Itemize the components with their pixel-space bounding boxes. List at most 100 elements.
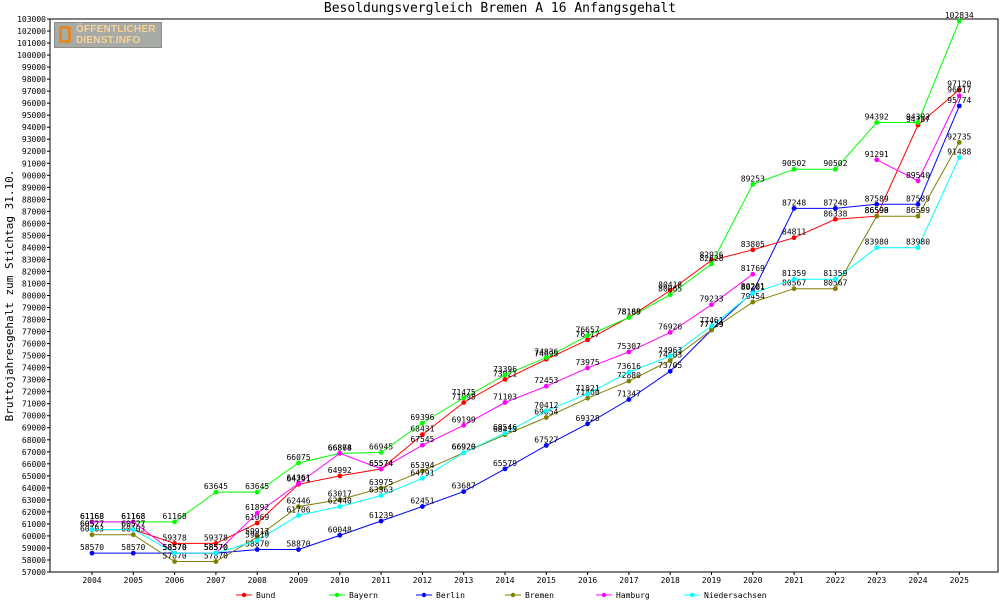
x-tick-label: 2025 [950, 576, 969, 585]
data-label: 67545 [410, 435, 434, 444]
data-label: 60527 [80, 520, 104, 529]
data-label: 58570 [163, 543, 187, 552]
data-label: 58570 [204, 543, 228, 552]
y-tick-label: 101000 [17, 39, 46, 48]
data-label: 66075 [286, 453, 310, 462]
data-point [130, 550, 136, 556]
data-label: 66945 [369, 442, 393, 451]
y-tick-label: 96000 [22, 99, 46, 108]
y-tick-label: 76000 [22, 340, 46, 349]
y-tick-label: 77000 [22, 328, 46, 337]
y-tick-label: 99000 [22, 63, 46, 72]
data-point [833, 166, 838, 172]
data-point [296, 547, 301, 552]
data-point [750, 181, 756, 187]
data-point [543, 415, 549, 420]
data-label: 58570 [163, 543, 187, 552]
legend-label: Niedersachsen [704, 591, 767, 600]
data-point [172, 519, 178, 525]
y-tick-label: 103000 [17, 15, 46, 24]
data-point [254, 534, 260, 540]
data-label: 58570 [80, 543, 104, 552]
data-point [874, 157, 880, 163]
data-point [585, 395, 590, 401]
data-point [667, 357, 673, 363]
x-tick-label: 2007 [206, 576, 225, 585]
x-tick-label: 2012 [413, 576, 432, 585]
data-label: 91291 [865, 150, 889, 159]
logo-emblem-icon [59, 26, 71, 43]
data-point [956, 93, 962, 99]
data-label: 61239 [369, 511, 393, 520]
data-label: 63687 [452, 482, 476, 491]
data-label: 95774 [947, 96, 971, 105]
data-point [874, 213, 880, 219]
y-tick-label: 65000 [22, 472, 46, 481]
data-point [709, 327, 714, 333]
x-tick-label: 2013 [454, 576, 473, 585]
data-label: 63975 [369, 478, 393, 487]
data-point [296, 504, 301, 509]
x-tick-label: 2016 [578, 576, 597, 585]
data-label: 75307 [617, 342, 641, 351]
data-label: 71103 [493, 392, 517, 401]
data-point [172, 559, 178, 564]
data-label: 89253 [741, 174, 765, 183]
x-tick-label: 2020 [743, 576, 762, 585]
data-point [378, 518, 384, 524]
data-label: 79233 [699, 295, 723, 304]
data-label: 86338 [823, 209, 847, 218]
y-tick-label: 90000 [22, 171, 46, 180]
data-point [420, 442, 425, 448]
y-tick-label: 89000 [22, 183, 46, 192]
y-tick-label: 67000 [22, 448, 46, 457]
series-line-berlin [92, 105, 960, 554]
legend-label: Bremen [525, 591, 554, 600]
series-line-bremen [92, 142, 960, 562]
data-label: 58570 [204, 543, 228, 552]
data-point [626, 397, 632, 402]
data-label: 87248 [782, 198, 806, 207]
data-point [502, 376, 508, 382]
data-point [915, 178, 921, 184]
data-point [543, 383, 549, 389]
data-label: 68415 [493, 425, 517, 434]
data-point [585, 337, 590, 343]
data-label: 74836 [534, 348, 558, 357]
data-label: 81359 [823, 269, 847, 278]
y-tick-label: 69000 [22, 424, 46, 433]
data-point [874, 120, 880, 125]
y-tick-label: 62000 [22, 508, 46, 517]
data-label: 65579 [493, 459, 517, 468]
data-label: 65574 [369, 459, 393, 468]
x-tick-label: 2004 [82, 576, 101, 585]
data-point [420, 475, 425, 481]
legend-label: Bund [256, 591, 275, 600]
data-point [626, 315, 632, 320]
legend-label: Berlin [436, 591, 465, 600]
data-label: 92735 [947, 132, 971, 141]
data-label: 79454 [741, 292, 765, 301]
y-tick-label: 57000 [22, 568, 46, 577]
data-label: 73616 [617, 362, 641, 371]
data-point [874, 245, 880, 251]
data-point [337, 504, 343, 510]
data-label: 80201 [741, 283, 765, 292]
logo-text-line2: DIENST.INFO [76, 35, 141, 46]
data-point [833, 216, 838, 222]
x-tick-label: 2014 [495, 576, 514, 585]
y-tick-label: 68000 [22, 436, 46, 445]
y-tick-label: 86000 [22, 219, 46, 228]
data-label: 74963 [658, 346, 682, 355]
data-label: 61168 [163, 512, 187, 521]
data-point [791, 276, 797, 282]
y-tick-label: 79000 [22, 304, 46, 313]
data-point [915, 120, 921, 125]
data-label: 66868 [328, 443, 352, 452]
data-point [709, 302, 714, 308]
data-point [502, 430, 508, 436]
data-label: 67527 [534, 435, 558, 444]
y-tick-label: 58000 [22, 556, 46, 565]
data-point [337, 497, 343, 503]
